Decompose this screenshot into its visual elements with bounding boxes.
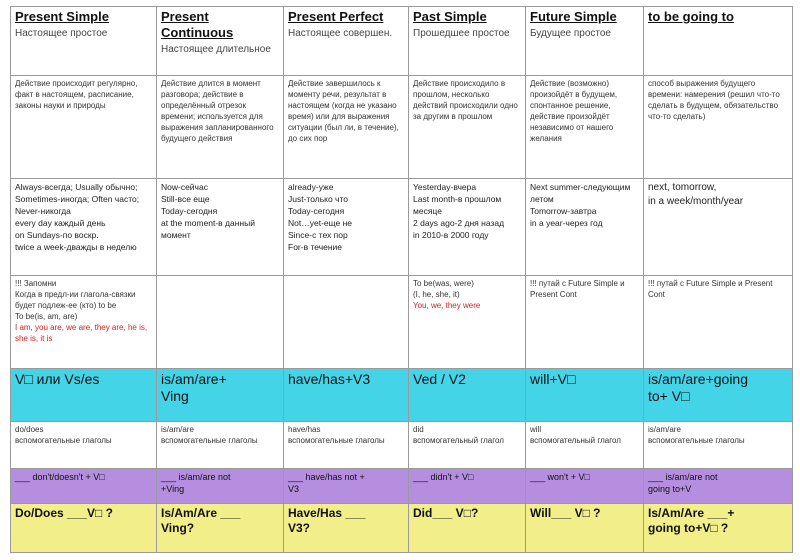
note-cell: To be(was, were) (I, he, she, it) You, we… <box>408 275 526 369</box>
aux-cell: will вспомогательный глагол <box>525 421 644 469</box>
negative-cell: ___ is/am/are not +Ving <box>156 468 284 504</box>
notes-row: !!! Запомни Когда в предл-ии глагола-свя… <box>10 275 793 369</box>
tenses-table: Present Simple Настоящее простое Present … <box>10 6 793 553</box>
question-cell: Is/Am/Are ___+ going to+V□ ? <box>643 503 793 553</box>
negative-cell: ___ is/am/are not going to+V <box>643 468 793 504</box>
time-markers-row: Always-всегда; Usually обычно; Sometimes… <box>10 178 793 276</box>
header-present-perfect: Present Perfect Настоящее совершен. <box>283 6 409 76</box>
usage-cell: Действие длится в момент разговора; дейс… <box>156 75 284 179</box>
negative-cell: ___ didn't + V□ <box>408 468 526 504</box>
note-cell <box>156 275 284 369</box>
header-future-simple: Future Simple Будущее простое <box>525 6 644 76</box>
usage-cell: Действие (возможно) произойдёт в будущем… <box>525 75 644 179</box>
markers-cell: Always-всегда; Usually обычно; Sometimes… <box>10 178 157 276</box>
affirmative-formula-row: V□ или Vs/es is/am/are+ Ving have/has+V3… <box>10 368 793 422</box>
markers-cell: already-уже Just-только что Today-сегодн… <box>283 178 409 276</box>
negative-cell: ___ don't/doesn't + V□ <box>10 468 157 504</box>
question-cell: Is/Am/Are ___ Ving? <box>156 503 284 553</box>
usage-cell: Действие завершилось к моменту речи, рез… <box>283 75 409 179</box>
formula-cell: is/am/are+going to+ V□ <box>643 368 793 422</box>
header-row: Present Simple Настоящее простое Present … <box>10 6 793 76</box>
grammar-tenses-table: Present Simple Настоящее простое Present … <box>10 6 793 554</box>
header-present-continuous: Present Continuous Настоящее длительное <box>156 6 284 76</box>
question-cell: Did___ V□? <box>408 503 526 553</box>
markers-cell: Now-сейчас Still-все еще Today-сегодня a… <box>156 178 284 276</box>
usage-cell: способ выражения будущего времени: намер… <box>643 75 793 179</box>
aux-cell: have/has вспомогательные глаголы <box>283 421 409 469</box>
aux-cell: do/does вспомогательные глаголы <box>10 421 157 469</box>
note-cell: !!! путай с Future Simple и Present Cont <box>525 275 644 369</box>
formula-cell: V□ или Vs/es <box>10 368 157 422</box>
formula-cell: Ved / V2 <box>408 368 526 422</box>
aux-cell: is/am/are вспомогательные глаголы <box>156 421 284 469</box>
usage-row: Действие происходит регулярно, факт в на… <box>10 75 793 179</box>
question-cell: Will___ V□ ? <box>525 503 644 553</box>
formula-cell: is/am/are+ Ving <box>156 368 284 422</box>
question-formula-row: Do/Does ___V□ ? Is/Am/Are ___ Ving? Have… <box>10 503 793 553</box>
markers-cell: next, tomorrow, in a week/month/year <box>643 178 793 276</box>
note-cell: !!! Запомни Когда в предл-ии глагола-свя… <box>10 275 157 369</box>
header-present-simple: Present Simple Настоящее простое <box>10 6 157 76</box>
auxiliary-verbs-row: do/does вспомогательные глаголы is/am/ar… <box>10 421 793 469</box>
markers-cell: Yesterday-вчера Last month-в прошлом мес… <box>408 178 526 276</box>
negative-cell: ___ have/has not + V3 <box>283 468 409 504</box>
negative-cell: ___ won't + V□ <box>525 468 644 504</box>
usage-cell: Действие происходило в прошлом, нескольк… <box>408 75 526 179</box>
question-cell: Do/Does ___V□ ? <box>10 503 157 553</box>
question-cell: Have/Has ___ V3? <box>283 503 409 553</box>
negative-formula-row: ___ don't/doesn't + V□ ___ is/am/are not… <box>10 468 793 504</box>
note-cell: !!! путай с Future Simple и Present Cont <box>643 275 793 369</box>
header-going-to: to be going to <box>643 6 793 76</box>
aux-cell: did вспомогательный глагол <box>408 421 526 469</box>
formula-cell: will+V□ <box>525 368 644 422</box>
aux-cell: is/am/are вспомогательные глаголы <box>643 421 793 469</box>
note-cell <box>283 275 409 369</box>
formula-cell: have/has+V3 <box>283 368 409 422</box>
header-past-simple: Past Simple Прошедшее простое <box>408 6 526 76</box>
usage-cell: Действие происходит регулярно, факт в на… <box>10 75 157 179</box>
markers-cell: Next summer-следующим летом Tomorrow-зав… <box>525 178 644 276</box>
